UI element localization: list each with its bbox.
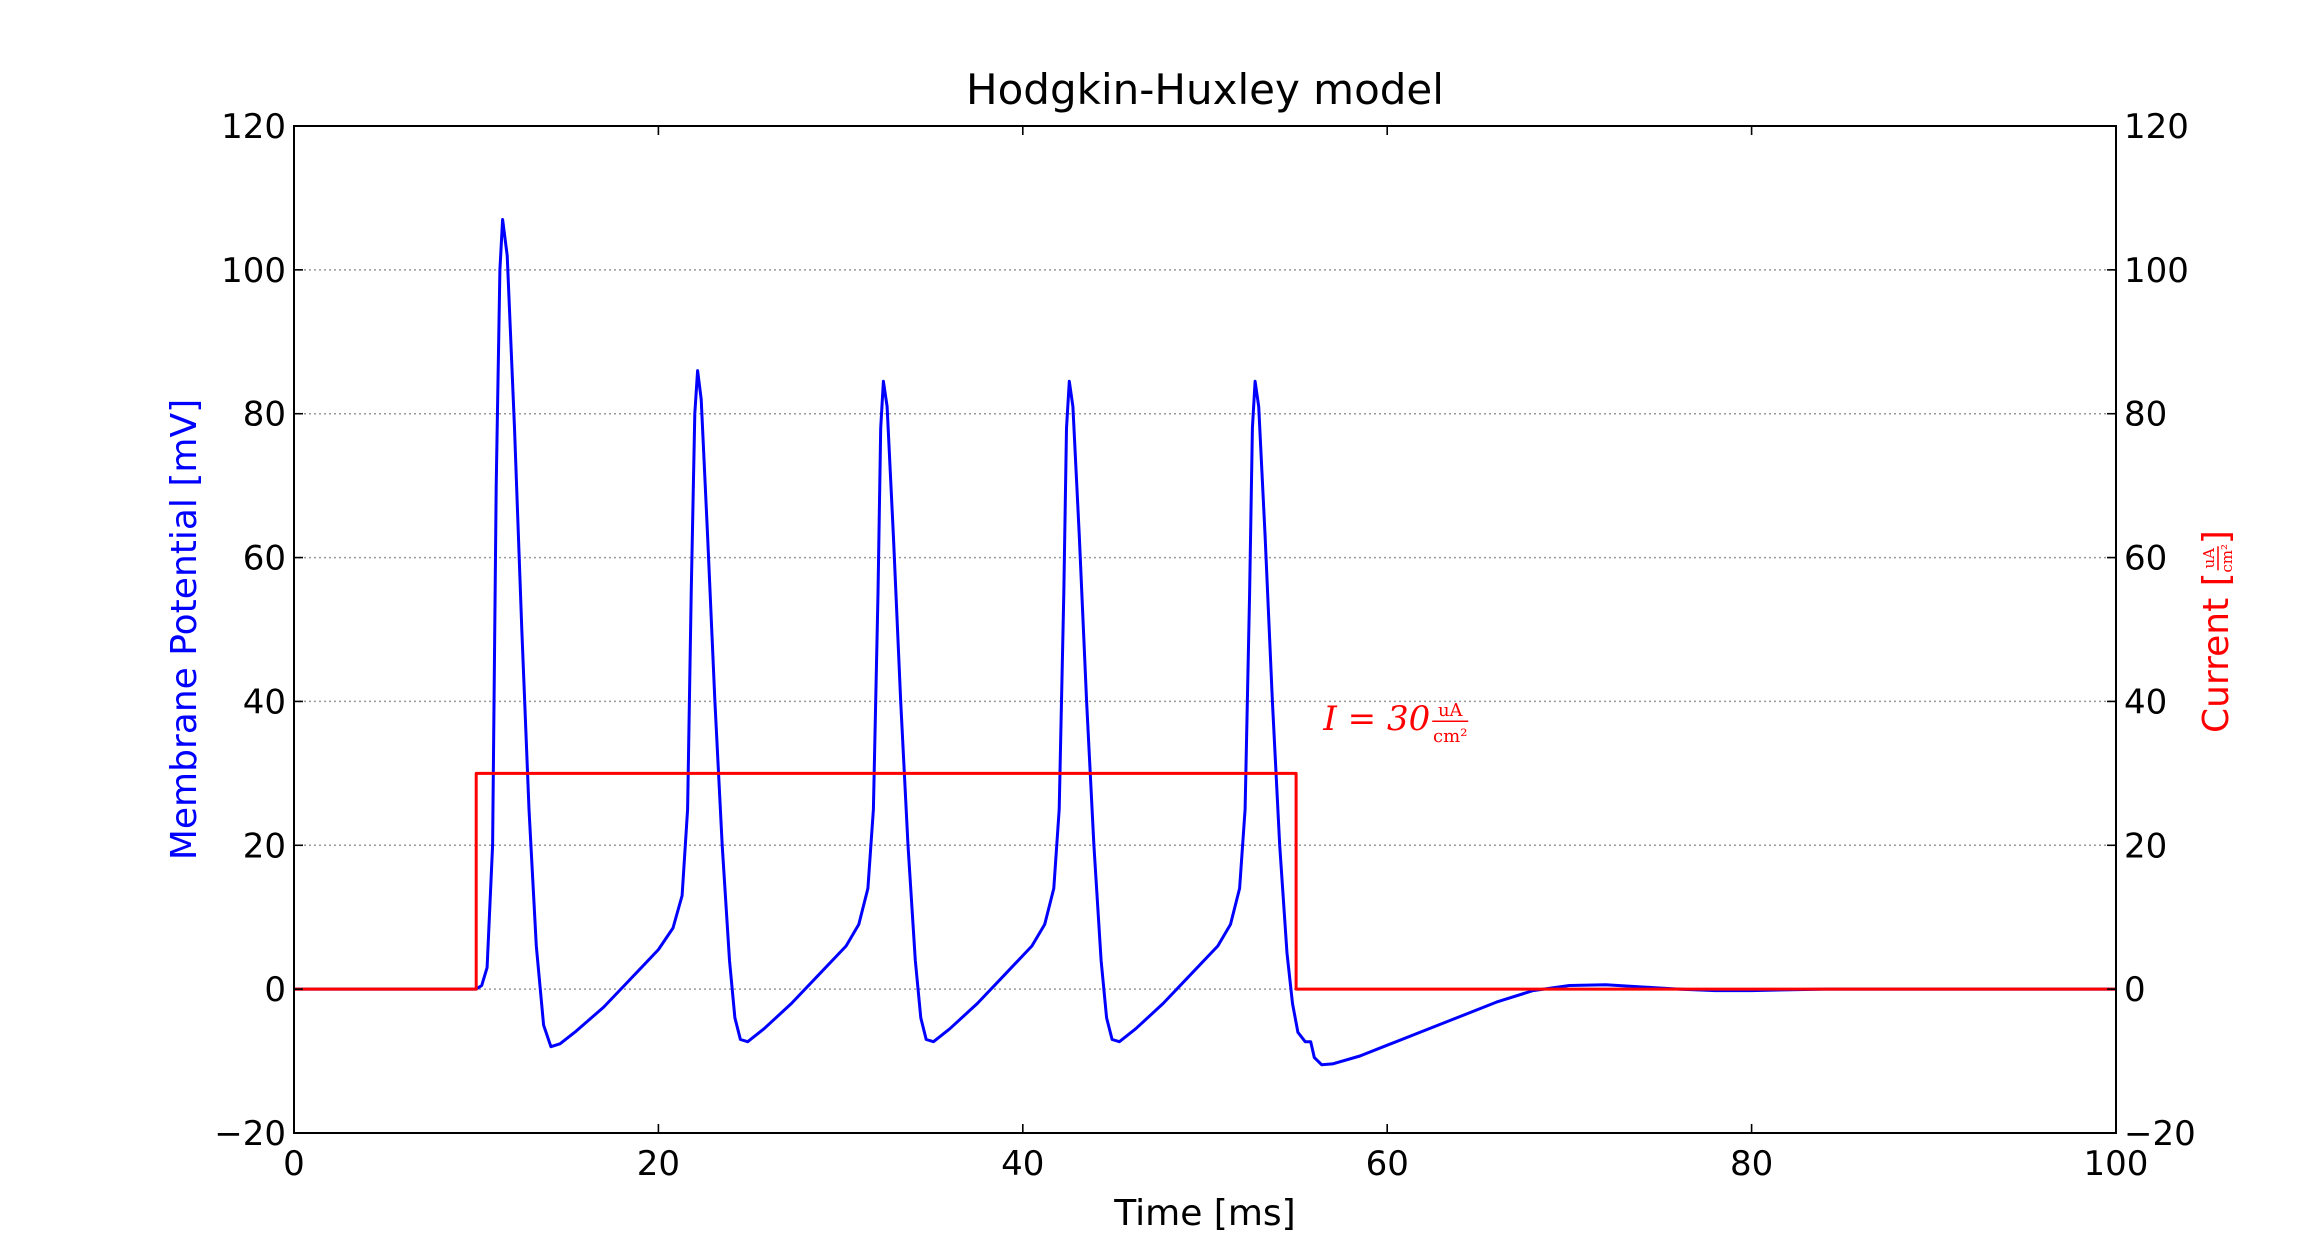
current-line bbox=[294, 771, 2116, 991]
y-axis-label-right-suffix: ] bbox=[2196, 530, 2237, 544]
plot-frame bbox=[293, 125, 2117, 1134]
y-axis-label-right-numerator: uA bbox=[2200, 548, 2218, 569]
current-annotation: I = 30 uA cm² bbox=[1322, 699, 1469, 747]
y-tick-label-right: 60 bbox=[2124, 539, 2167, 579]
annotation-numerator: uA bbox=[1438, 700, 1464, 721]
y-tick-label-left: 60 bbox=[243, 539, 286, 579]
y-tick-label-left: 40 bbox=[243, 682, 286, 722]
y-tick-label-left: 120 bbox=[221, 107, 286, 147]
x-axis-label: Time [ms] bbox=[1113, 1193, 1295, 1234]
y-axis-label-right-denominator: cm² bbox=[2218, 544, 2236, 573]
y-tick-label-right: 20 bbox=[2124, 826, 2167, 866]
y-axis-label-left: Membrane Potential [mV] bbox=[164, 399, 205, 860]
y-tick-label-right: 80 bbox=[2124, 395, 2167, 435]
chart-title: Hodgkin-Huxley model bbox=[966, 65, 1444, 114]
y-tick-label-right: −20 bbox=[2124, 1114, 2196, 1154]
y-tick-label-left: −20 bbox=[214, 1114, 286, 1154]
y-axis-label-right: Current [ uA cm² ] bbox=[2196, 530, 2237, 733]
x-tick-label: 0 bbox=[283, 1144, 305, 1184]
y-axis-label-right-prefix: Current [ bbox=[2196, 572, 2237, 733]
y-tick-label-right: 40 bbox=[2124, 682, 2167, 722]
y-tick-label-left: 100 bbox=[221, 251, 286, 291]
y-tick-label-left: 20 bbox=[243, 826, 286, 866]
series-group bbox=[294, 218, 2116, 1067]
x-tick-label: 60 bbox=[1366, 1144, 1409, 1184]
annotation-text: I = 30 bbox=[1322, 699, 1430, 739]
x-tick-label: 80 bbox=[1730, 1144, 1773, 1184]
x-tick-label: 100 bbox=[2084, 1144, 2149, 1184]
y-tick-label-left: 80 bbox=[243, 395, 286, 435]
y-tick-label-left: 0 bbox=[264, 970, 286, 1010]
y-tick-label-right: 0 bbox=[2124, 970, 2146, 1010]
y-tick-label-right: 100 bbox=[2124, 251, 2189, 291]
x-tick-label: 20 bbox=[637, 1144, 680, 1184]
annotation-denominator: cm² bbox=[1433, 726, 1467, 747]
grid bbox=[294, 269, 2116, 990]
x-tick-label: 40 bbox=[1001, 1144, 1044, 1184]
ticks bbox=[293, 125, 2117, 1134]
membrane-potential-line bbox=[294, 218, 2116, 1067]
y-tick-label-right: 120 bbox=[2124, 107, 2189, 147]
